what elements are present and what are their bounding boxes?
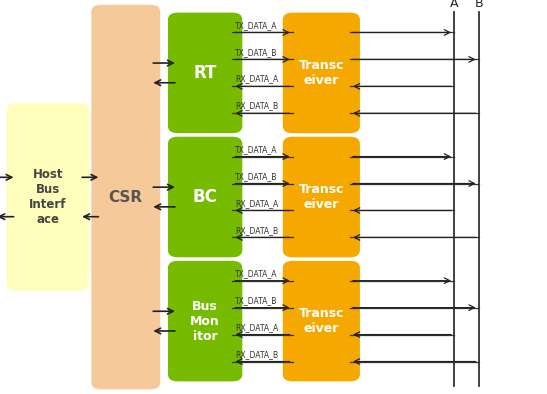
FancyBboxPatch shape	[7, 103, 89, 291]
Text: B: B	[474, 0, 483, 10]
Text: TX_DATA_A: TX_DATA_A	[235, 21, 278, 30]
FancyBboxPatch shape	[91, 5, 160, 389]
Text: RX_DATA_B: RX_DATA_B	[235, 102, 278, 111]
Text: RX_DATA_B: RX_DATA_B	[235, 226, 278, 235]
Text: RX_DATA_A: RX_DATA_A	[235, 74, 278, 84]
Text: TX_DATA_B: TX_DATA_B	[235, 296, 277, 305]
Text: RX_DATA_A: RX_DATA_A	[235, 323, 278, 332]
Text: TX_DATA_A: TX_DATA_A	[235, 269, 278, 278]
Text: TX_DATA_A: TX_DATA_A	[235, 145, 278, 154]
FancyBboxPatch shape	[168, 137, 242, 257]
Text: RX_DATA_A: RX_DATA_A	[235, 199, 278, 208]
FancyBboxPatch shape	[283, 13, 360, 133]
Text: CSR: CSR	[109, 190, 143, 204]
Text: Host
Bus
Interf
ace: Host Bus Interf ace	[29, 168, 67, 226]
Text: Transc
eiver: Transc eiver	[299, 183, 344, 211]
Text: Transc
eiver: Transc eiver	[299, 59, 344, 87]
Text: Transc
eiver: Transc eiver	[299, 307, 344, 335]
Text: TX_DATA_B: TX_DATA_B	[235, 172, 277, 181]
FancyBboxPatch shape	[168, 261, 242, 381]
Text: BC: BC	[193, 188, 218, 206]
Text: A: A	[450, 0, 458, 10]
FancyBboxPatch shape	[168, 13, 242, 133]
FancyBboxPatch shape	[283, 261, 360, 381]
Text: TX_DATA_B: TX_DATA_B	[235, 48, 277, 57]
Text: Bus
Mon
itor: Bus Mon itor	[190, 299, 220, 343]
Text: RX_DATA_B: RX_DATA_B	[235, 350, 278, 359]
FancyBboxPatch shape	[283, 137, 360, 257]
Text: RT: RT	[194, 64, 217, 82]
